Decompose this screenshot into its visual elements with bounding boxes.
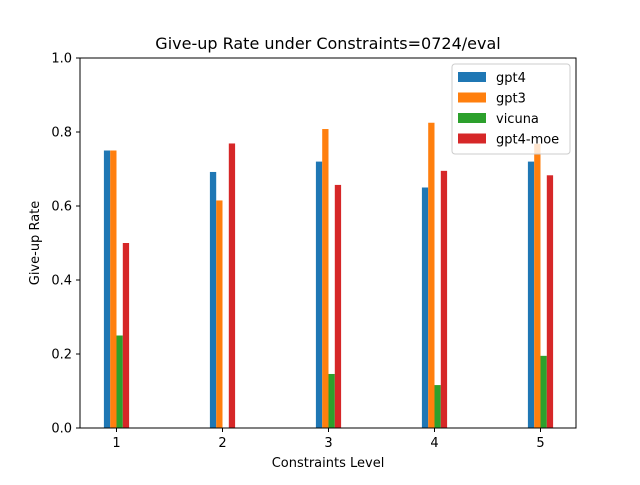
bar-gpt3-level-2 [216,200,223,428]
x-tick-label: 4 [430,436,438,451]
y-axis-label: Give-up Rate [28,201,43,286]
x-tick-label: 2 [218,436,226,451]
bar-gpt3-level-4 [428,122,435,428]
legend: gpt4 gpt3 vicuna gpt4-moe [451,63,571,155]
bar-gpt4-level-3 [315,161,323,428]
bar-gpt4-moe-level-1 [122,243,130,428]
y-tick-label: 1.0 [51,52,72,67]
bar-gpt3-level-5 [534,143,541,428]
x-tick-label: 5 [536,436,544,451]
bar-vicuna-level-1 [116,335,123,428]
bar-gpt4-moe-level-4 [440,170,448,428]
bar-gpt4-level-1 [103,150,111,428]
y-axis: 0.0 0.2 0.4 0.6 0.8 1.0 [51,52,80,437]
y-tick-label: 0.0 [51,422,72,437]
bar-gpt3-level-1 [110,150,117,428]
bar-gpt4-level-2 [209,171,217,428]
chart-title: Give-up Rate under Constraints=0724/eval [155,34,500,53]
legend-swatch-gpt4-moe [458,133,486,144]
y-tick-label: 0.2 [51,348,72,363]
legend-swatch-gpt4 [458,72,486,82]
x-tick-label: 3 [324,436,332,451]
bar-gpt4-moe-level-3 [334,184,342,428]
y-tick-label: 0.6 [51,200,72,215]
bars-group [103,122,554,429]
x-tick-label: 1 [112,436,120,451]
legend-label-gpt3: gpt3 [496,92,526,107]
legend-box [451,63,571,155]
bar-gpt4-level-4 [421,187,429,428]
legend-swatch-gpt3 [458,92,486,103]
legend-label-vicuna: vicuna [496,112,539,127]
bar-vicuna-level-4 [434,385,441,428]
bar-gpt4-level-5 [527,161,535,428]
x-axis: 1 2 3 4 5 [112,428,545,451]
y-tick-label: 0.8 [51,126,72,141]
x-axis-label: Constraints Level [272,456,385,471]
bar-gpt4-moe-level-5 [546,175,554,428]
y-tick-label: 0.4 [51,274,72,289]
bar-gpt3-level-3 [322,129,329,429]
bar-gpt4-moe-level-2 [228,143,236,428]
legend-label-gpt4: gpt4 [496,71,526,86]
bar-vicuna-level-3 [328,373,335,428]
legend-label-gpt4-moe: gpt4-moe [496,133,559,148]
bar-vicuna-level-5 [540,355,547,428]
legend-swatch-vicuna [458,113,486,123]
